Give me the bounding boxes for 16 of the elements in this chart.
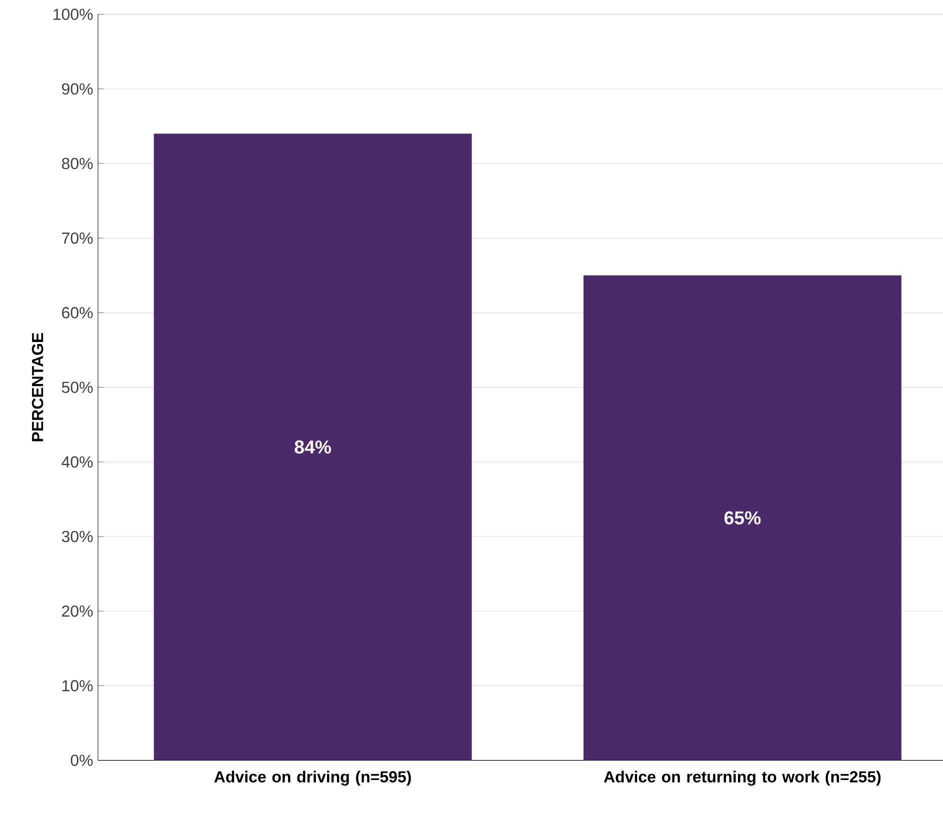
y-tick-label: 70% bbox=[62, 232, 93, 244]
x-tick-label: Advice on returning to work (n=255) bbox=[604, 770, 881, 786]
y-tick-label: 80% bbox=[62, 158, 93, 170]
data-label: 65% bbox=[724, 511, 761, 524]
data-label: 84% bbox=[294, 440, 331, 454]
x-tick-label: Advice on driving (n=595) bbox=[214, 770, 411, 786]
y-tick-label: 60% bbox=[62, 307, 93, 318]
y-tick-label: 0% bbox=[70, 754, 93, 766]
y-tick-label: 90% bbox=[62, 83, 93, 95]
y-axis-title: PERCENTAGE bbox=[32, 332, 44, 442]
y-tick-label: 20% bbox=[62, 605, 93, 617]
y-tick-label: 100% bbox=[54, 8, 93, 20]
y-tick-label: 50% bbox=[62, 382, 93, 393]
y-tick-label: 40% bbox=[62, 456, 93, 468]
y-tick-label: 10% bbox=[62, 680, 93, 692]
y-tick-label: 30% bbox=[62, 530, 93, 542]
